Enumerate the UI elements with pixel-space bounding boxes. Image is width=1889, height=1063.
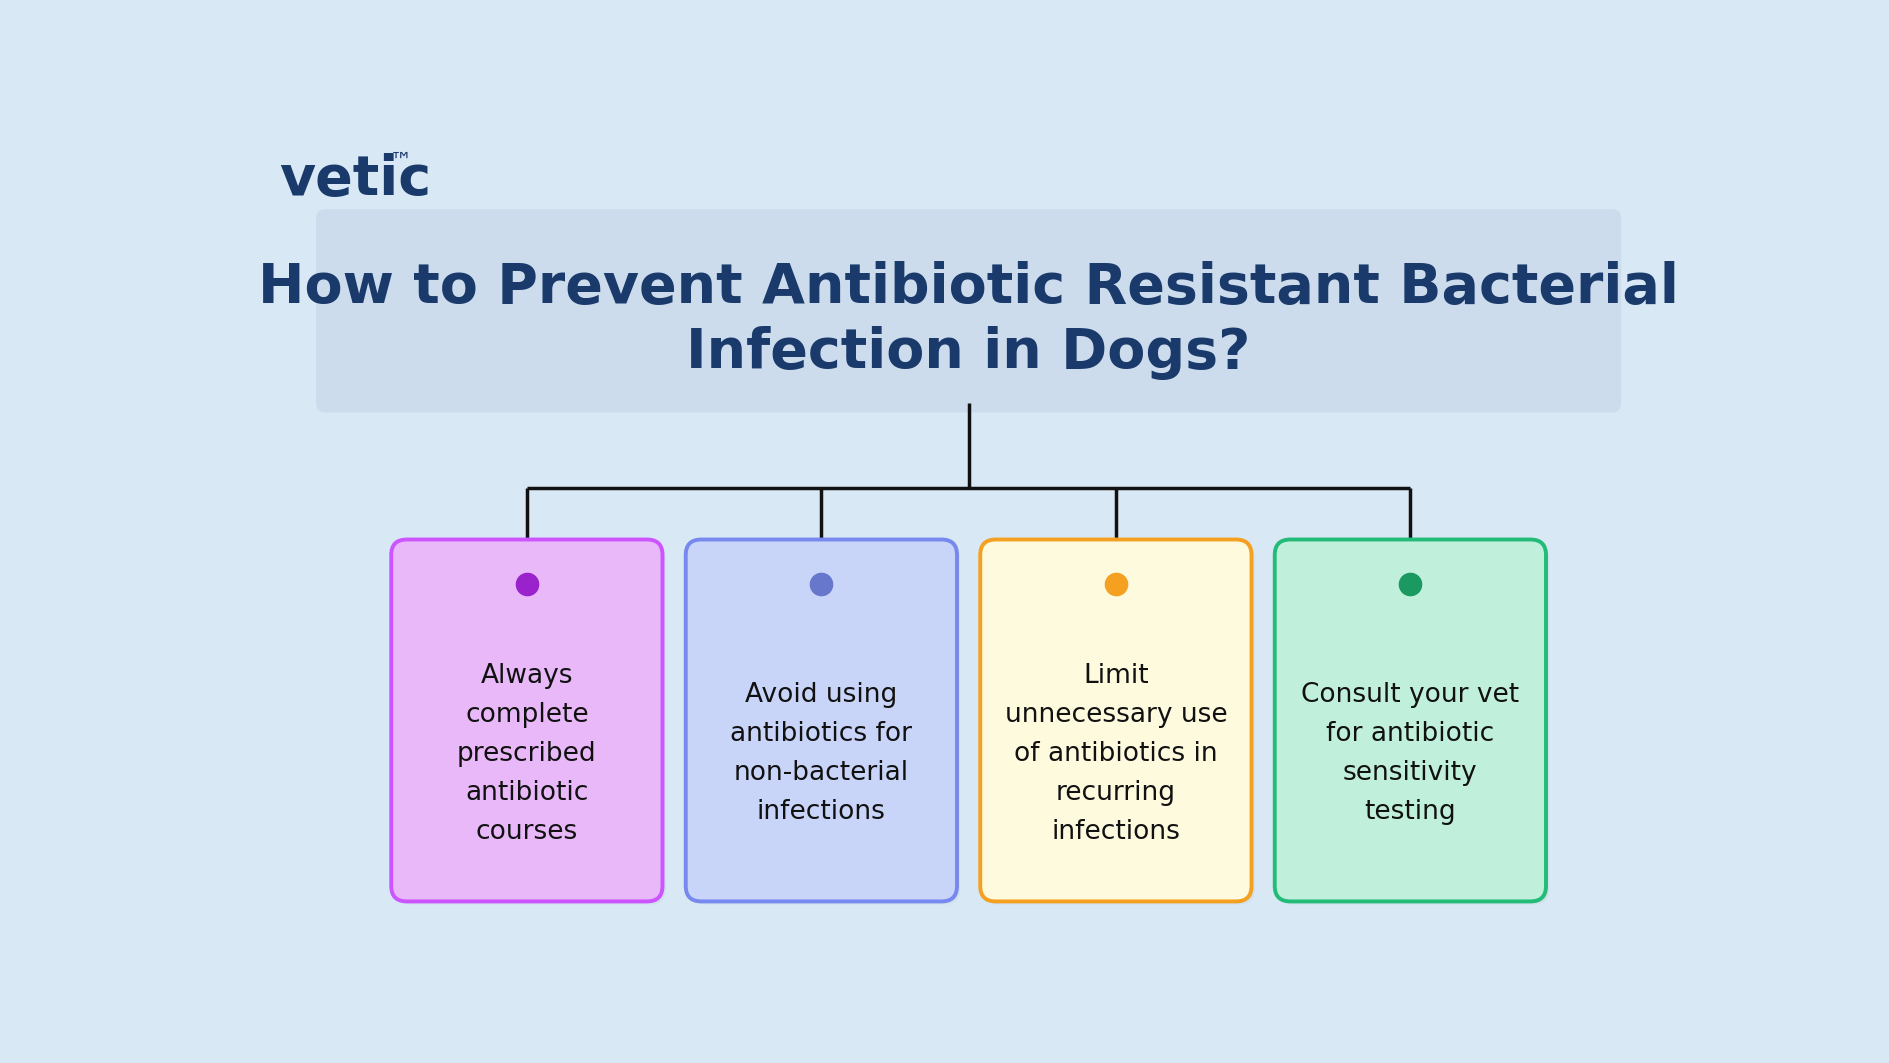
FancyBboxPatch shape [395,542,665,905]
Text: ™: ™ [389,152,412,172]
Text: vetic: vetic [280,153,431,207]
Text: Limit
unnecessary use
of antibiotics in
recurring
infections: Limit unnecessary use of antibiotics in … [1005,662,1226,845]
FancyBboxPatch shape [315,209,1621,412]
Text: Always
complete
prescribed
antibiotic
courses: Always complete prescribed antibiotic co… [457,662,597,845]
FancyBboxPatch shape [391,540,663,901]
FancyBboxPatch shape [1277,542,1549,905]
FancyBboxPatch shape [1273,540,1545,901]
Text: Infection in Dogs?: Infection in Dogs? [686,326,1251,381]
Text: Consult your vet
for antibiotic
sensitivity
testing: Consult your vet for antibiotic sensitiv… [1302,682,1519,825]
FancyBboxPatch shape [686,540,956,901]
FancyBboxPatch shape [982,542,1254,905]
FancyBboxPatch shape [688,542,960,905]
Text: Avoid using
antibiotics for
non-bacterial
infections: Avoid using antibiotics for non-bacteria… [729,682,912,825]
Text: How to Prevent Antibiotic Resistant Bacterial: How to Prevent Antibiotic Resistant Bact… [259,260,1677,315]
FancyBboxPatch shape [980,540,1251,901]
